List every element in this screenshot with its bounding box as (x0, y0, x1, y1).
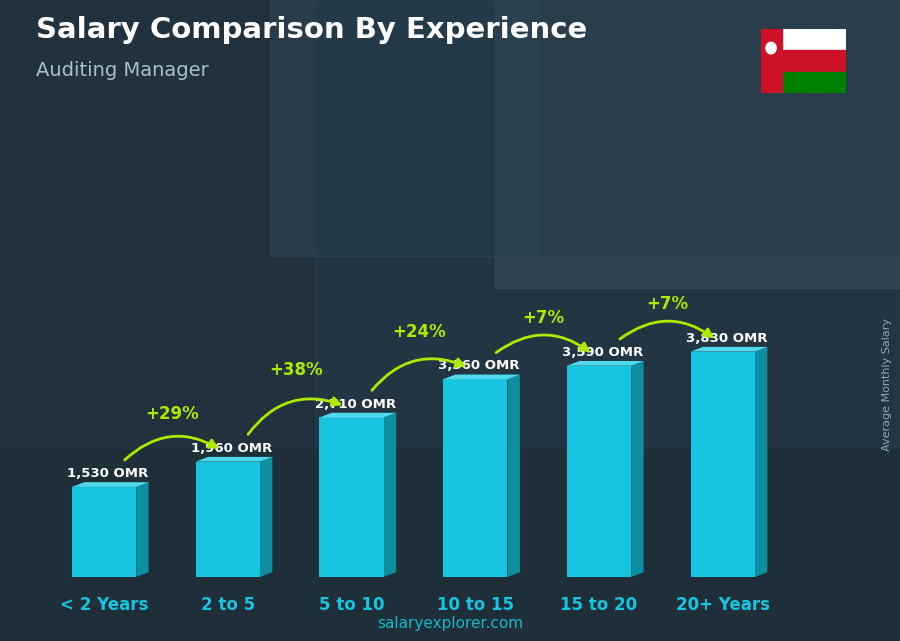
Text: 3,590 OMR: 3,590 OMR (562, 346, 644, 359)
FancyArrowPatch shape (620, 321, 712, 339)
Polygon shape (72, 482, 148, 487)
Text: Auditing Manager: Auditing Manager (36, 61, 209, 80)
Bar (320, 417, 383, 577)
Bar (72, 487, 136, 577)
Bar (495, 0, 900, 288)
Text: Salary Comparison By Experience: Salary Comparison By Experience (36, 16, 587, 44)
Bar (760, 29, 846, 50)
Text: 1,530 OMR: 1,530 OMR (68, 467, 148, 480)
Polygon shape (508, 374, 520, 577)
Bar (567, 366, 631, 577)
Text: +7%: +7% (646, 295, 688, 313)
Text: Average Monthly Salary: Average Monthly Salary (881, 318, 892, 451)
Polygon shape (690, 347, 768, 351)
Polygon shape (567, 361, 644, 366)
FancyArrowPatch shape (124, 437, 217, 460)
Bar (270, 0, 540, 256)
Polygon shape (755, 347, 768, 577)
FancyArrowPatch shape (496, 335, 588, 353)
Text: 3,360 OMR: 3,360 OMR (438, 360, 520, 372)
Bar (315, 256, 900, 641)
Polygon shape (631, 361, 644, 577)
Text: 3,830 OMR: 3,830 OMR (686, 332, 768, 345)
Polygon shape (195, 457, 273, 462)
Polygon shape (320, 413, 396, 417)
Text: 2,710 OMR: 2,710 OMR (315, 397, 396, 411)
Text: +7%: +7% (522, 309, 564, 327)
Text: salaryexplorer.com: salaryexplorer.com (377, 617, 523, 631)
FancyArrowPatch shape (372, 359, 464, 390)
Text: +29%: +29% (145, 405, 199, 423)
Bar (760, 72, 846, 93)
Bar (760, 29, 782, 93)
Text: +38%: +38% (269, 361, 323, 379)
Polygon shape (383, 413, 396, 577)
Circle shape (766, 42, 776, 54)
Bar (443, 379, 508, 577)
Polygon shape (443, 374, 520, 379)
FancyArrowPatch shape (248, 398, 340, 435)
Bar (0, 0, 315, 641)
Bar (760, 50, 846, 72)
Text: 1,960 OMR: 1,960 OMR (191, 442, 272, 454)
Polygon shape (260, 457, 273, 577)
Polygon shape (136, 482, 149, 577)
Text: +24%: +24% (392, 322, 446, 341)
Bar (0, 449, 900, 641)
Bar (690, 351, 755, 577)
Bar (195, 462, 260, 577)
